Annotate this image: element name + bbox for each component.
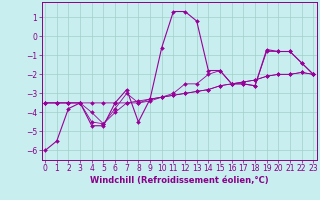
- X-axis label: Windchill (Refroidissement éolien,°C): Windchill (Refroidissement éolien,°C): [90, 176, 268, 185]
